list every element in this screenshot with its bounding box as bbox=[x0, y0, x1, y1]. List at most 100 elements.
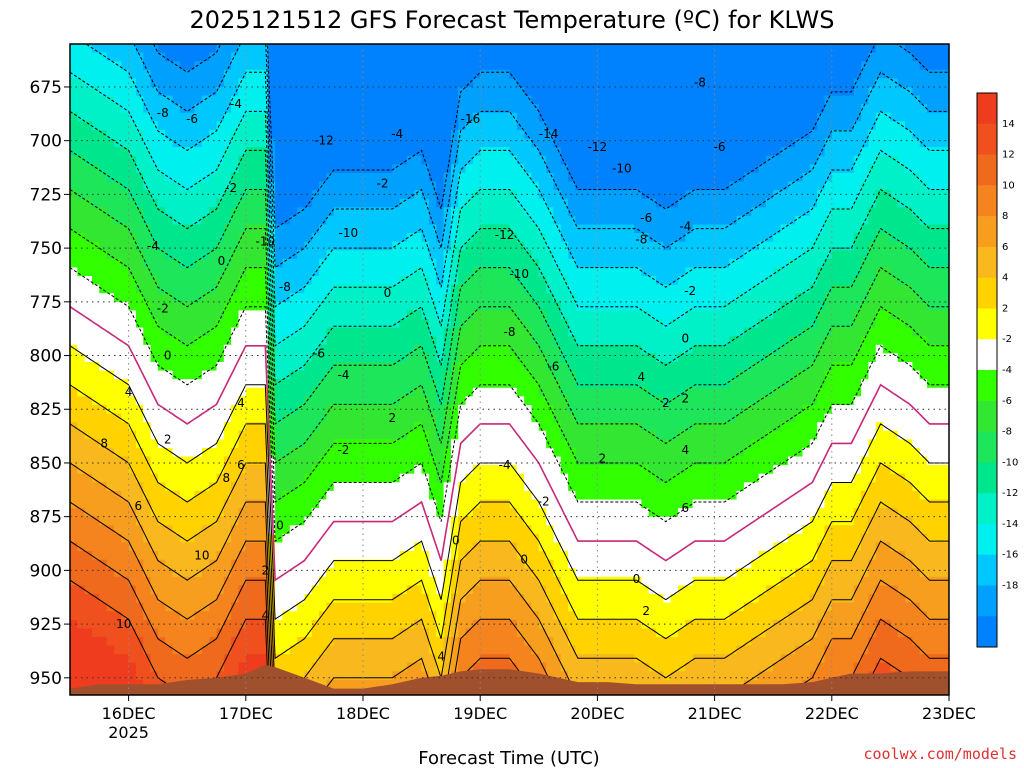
temp-cell bbox=[194, 250, 203, 260]
temp-cell bbox=[348, 404, 357, 415]
temp-cell bbox=[516, 602, 525, 612]
temp-cell bbox=[443, 155, 452, 165]
temp-cell bbox=[509, 516, 518, 526]
temp-cell bbox=[421, 104, 430, 114]
temp-cell bbox=[194, 336, 203, 346]
temp-cell bbox=[289, 138, 298, 148]
temp-cell bbox=[201, 155, 210, 165]
temp-cell bbox=[253, 594, 262, 604]
temp-cell bbox=[458, 482, 467, 492]
temp-cell bbox=[421, 568, 430, 578]
temp-cell bbox=[384, 155, 393, 165]
temp-cell bbox=[143, 447, 152, 458]
temp-cell bbox=[289, 112, 298, 122]
temp-cell bbox=[384, 585, 393, 595]
temp-cell bbox=[194, 508, 203, 518]
temp-cell bbox=[113, 662, 122, 672]
temp-cell bbox=[377, 404, 386, 415]
temp-cell bbox=[245, 198, 254, 208]
temp-cell bbox=[355, 190, 364, 200]
temp-cell bbox=[194, 654, 203, 664]
temp-cell bbox=[297, 293, 305, 303]
temp-cell bbox=[546, 250, 555, 260]
temp-cell bbox=[450, 233, 459, 243]
temp-cell bbox=[436, 404, 445, 415]
temp-cell bbox=[91, 473, 100, 483]
temp-cell bbox=[223, 447, 232, 458]
temp-cell bbox=[135, 576, 144, 587]
temp-cell bbox=[77, 207, 86, 217]
temp-cell bbox=[187, 258, 196, 269]
temp-cell bbox=[84, 456, 93, 466]
temp-cell bbox=[509, 533, 518, 544]
temp-cell bbox=[414, 284, 423, 294]
temp-cell bbox=[304, 576, 313, 587]
temp-cell bbox=[260, 508, 269, 518]
temp-cell bbox=[377, 602, 386, 612]
temp-cell bbox=[187, 413, 196, 423]
temp-cell bbox=[172, 439, 181, 449]
temp-cell bbox=[172, 147, 181, 157]
temp-cell bbox=[201, 310, 210, 320]
temp-cell bbox=[509, 404, 518, 415]
temp-cell bbox=[406, 78, 415, 88]
temp-cell bbox=[245, 473, 254, 483]
temp-cell bbox=[245, 172, 254, 183]
temp-cell bbox=[128, 327, 137, 337]
temp-cell bbox=[84, 525, 93, 535]
temp-cell bbox=[450, 181, 459, 191]
temp-cell bbox=[275, 224, 284, 234]
temp-cell bbox=[538, 61, 547, 71]
temp-cell bbox=[377, 508, 386, 518]
temp-cell bbox=[209, 447, 218, 458]
temp-cell bbox=[443, 52, 452, 62]
temp-cell bbox=[253, 645, 262, 655]
temp-cell bbox=[509, 576, 518, 587]
temp-cell bbox=[157, 267, 166, 277]
temp-cell bbox=[282, 44, 291, 54]
temp-cell bbox=[260, 344, 269, 354]
temp-cell bbox=[516, 198, 525, 208]
temp-cell bbox=[113, 52, 122, 62]
temp-cell bbox=[406, 121, 415, 131]
temp-cell bbox=[348, 542, 357, 552]
temp-cell bbox=[480, 86, 489, 97]
temp-cell bbox=[370, 447, 379, 458]
temp-cell bbox=[282, 422, 291, 432]
temp-cell bbox=[509, 447, 518, 458]
temp-cell bbox=[121, 86, 130, 97]
temp-cell bbox=[472, 516, 481, 526]
temp-cell bbox=[311, 636, 320, 647]
temp-cell bbox=[458, 147, 467, 157]
temp-cell bbox=[450, 525, 459, 535]
temp-cell bbox=[538, 396, 547, 406]
temp-cell bbox=[194, 310, 203, 320]
temp-cell bbox=[297, 671, 305, 681]
temp-cell bbox=[319, 611, 327, 621]
temp-cell bbox=[436, 585, 445, 595]
temp-cell bbox=[494, 147, 503, 157]
temp-cell bbox=[443, 585, 452, 595]
temp-cell bbox=[428, 276, 437, 286]
temp-cell bbox=[487, 310, 496, 320]
temp-cell bbox=[399, 198, 408, 208]
temp-cell bbox=[106, 576, 115, 587]
temp-cell bbox=[406, 52, 415, 62]
temp-cell bbox=[531, 361, 540, 372]
temp-cell bbox=[377, 95, 386, 105]
temp-cell bbox=[436, 456, 445, 466]
temp-cell bbox=[494, 508, 503, 518]
temp-cell bbox=[289, 164, 298, 174]
temp-cell bbox=[304, 654, 313, 664]
temp-cell bbox=[106, 645, 115, 655]
temp-cell bbox=[333, 95, 342, 105]
temp-cell bbox=[165, 628, 174, 638]
temp-cell bbox=[99, 344, 108, 354]
temp-cell bbox=[223, 465, 232, 475]
temp-cell bbox=[333, 155, 342, 165]
temp-cell bbox=[223, 138, 232, 148]
temp-cell bbox=[487, 95, 496, 105]
temp-cell bbox=[480, 465, 489, 475]
temp-cell bbox=[91, 430, 100, 440]
temp-cell bbox=[179, 645, 188, 655]
